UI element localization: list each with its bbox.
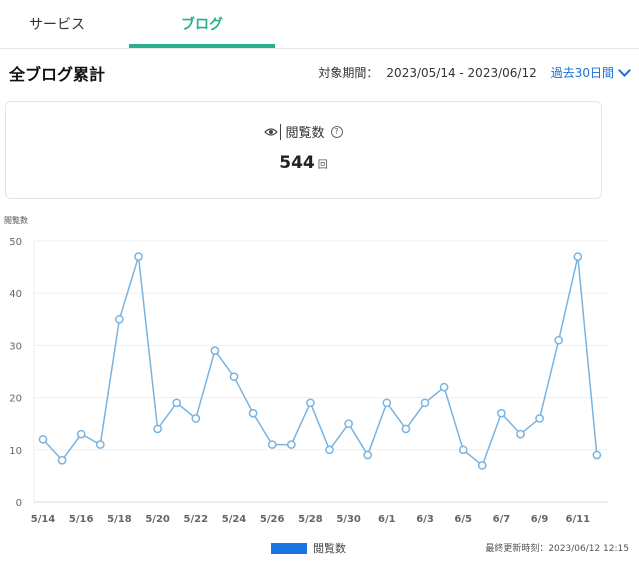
data-point [363,450,373,460]
views-summary-card: 閲覧数 ? 544 回 [5,101,602,199]
chart-legend[interactable]: 閲覧数 [271,540,346,556]
x-tick-label: 5/22 [184,514,209,525]
legend-label: 閲覧数 [313,542,346,555]
period-range: 2023/05/14 - 2023/06/12 [386,65,537,80]
x-tick-label: 5/26 [260,514,285,525]
series-line [42,256,598,467]
x-tick-label: 6/3 [416,514,434,525]
x-tick-label: 5/18 [107,514,132,525]
data-point [458,445,468,455]
x-tick-label: 6/1 [378,514,396,525]
data-point [248,408,258,418]
x-tick-label: 5/24 [222,514,247,525]
y-tick-label: 40 [9,289,22,300]
summary-value: 544 回 [6,153,601,173]
y-tick-label: 10 [9,446,22,457]
eye-icon [264,127,279,136]
data-point [535,414,544,423]
data-point [38,435,48,444]
y-tick-label: 50 [9,237,22,248]
data-point [573,252,583,262]
x-tick-label: 6/9 [531,514,549,525]
legend-swatch [271,542,307,554]
data-point [229,372,239,382]
x-tick-label: 5/14 [31,514,56,525]
data-point [76,429,86,439]
period-label: 対象期間： [318,66,379,80]
data-point [267,440,277,449]
data-point [344,419,353,429]
y-tick-label: 0 [16,498,22,509]
data-point [382,398,392,408]
data-point [325,445,334,455]
y-tick-label: 30 [9,341,22,352]
help-icon[interactable]: ? [330,125,343,138]
last-updated: 最終更新時刻：2023/06/12 12:15 [485,544,629,554]
x-tick-label: 6/5 [454,514,472,525]
page-title: 全ブログ累計 [9,65,106,84]
x-tick-label: 5/16 [69,514,94,525]
data-point [172,398,182,408]
data-point [439,382,449,392]
y-tick-label: 20 [9,394,22,405]
data-point [286,440,296,449]
data-point [115,314,124,324]
x-tick-label: 6/7 [493,514,511,525]
data-point [134,252,143,262]
x-tick-label: 5/20 [145,514,170,525]
data-point [57,455,67,465]
active-tab-indicator [129,44,275,48]
tab-services[interactable]: サービス [29,16,85,33]
data-point [516,429,525,439]
tab-bar: サービス ブログ [0,0,639,49]
text-cursor [280,123,282,140]
data-point [592,450,602,460]
views-line-chart: 0 10 20 30 40 50 5/14 5/16 5/18 5/20 5/22 5/24 5/26 5… [9,237,608,525]
summary-metric-label: 閲覧数 [285,126,325,141]
data-point [497,408,506,418]
data-point [210,346,220,355]
period-filter: 対象期間： 2023/05/14 - 2023/06/12 過去30日間 [318,64,631,81]
tab-blog[interactable]: ブログ [181,16,223,33]
data-point [191,414,201,423]
data-point [477,461,487,470]
data-point [401,424,411,434]
summary-number: 544 [279,153,315,173]
data-point [420,398,430,408]
x-tick-label: 6/11 [566,514,591,525]
chart-y-title: 閲覧数 [4,216,28,225]
data-point [554,335,564,345]
period-dropdown[interactable]: 過去30日間 [550,64,631,81]
data-point [306,398,315,408]
data-point [95,440,105,449]
summary-unit: 回 [317,160,328,171]
data-point [153,424,162,434]
period-dropdown-label: 過去30日間 [550,66,614,80]
summary-header: 閲覧数 ? [6,122,601,141]
chevron-down-icon [618,64,631,77]
x-tick-label: 5/28 [298,514,323,525]
x-tick-label: 5/30 [336,514,361,525]
